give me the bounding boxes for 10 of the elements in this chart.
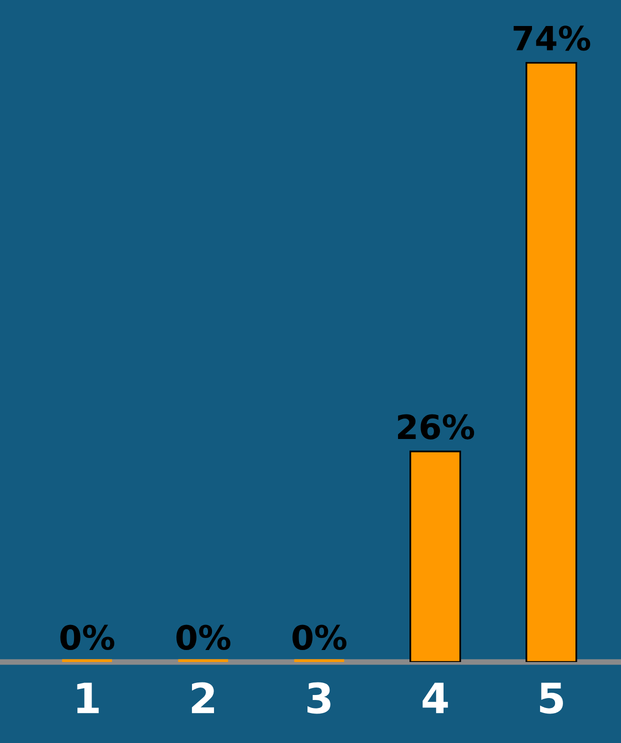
x-tick-label: 2: [192, 682, 214, 714]
x-tick-label: 3: [307, 682, 330, 714]
data-label: 74%: [514, 26, 590, 51]
data-label: 26%: [398, 414, 474, 440]
data-label: 0%: [60, 624, 114, 650]
x-tick-label: 5: [540, 682, 563, 714]
data-label: 0%: [176, 624, 230, 650]
x-tick-label: 4: [422, 682, 448, 714]
x-tick-label: 1: [77, 682, 99, 714]
data-label: 0%: [292, 624, 346, 650]
